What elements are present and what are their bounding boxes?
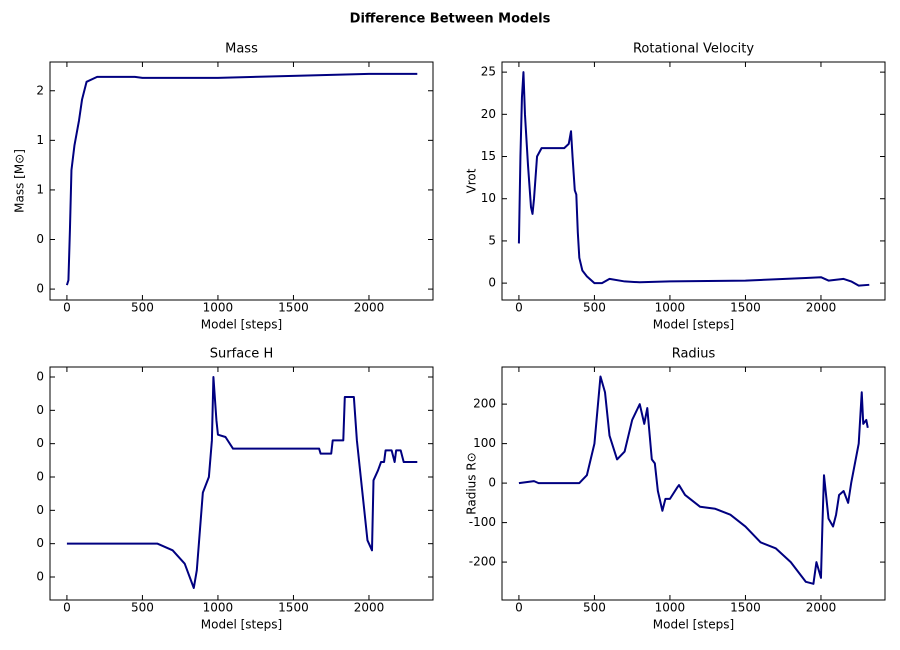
x-tick-label: 500 bbox=[131, 601, 154, 615]
y-tick-label: 0 bbox=[36, 370, 44, 384]
data-line bbox=[517, 71, 870, 287]
y-axis-label: Vrot bbox=[465, 168, 479, 193]
x-axis-label: Model [steps] bbox=[653, 318, 734, 332]
x-tick-label: 500 bbox=[583, 301, 606, 315]
x-axis-label: Model [steps] bbox=[201, 618, 282, 632]
x-tick-label: 1000 bbox=[203, 601, 234, 615]
y-tick-label: -200 bbox=[469, 555, 496, 569]
y-tick-label: 1 bbox=[36, 133, 44, 147]
y-tick-label: 0 bbox=[488, 276, 496, 290]
y-tick-label: 0 bbox=[36, 536, 44, 550]
y-tick-label: 10 bbox=[481, 191, 496, 205]
y-tick-label: 2 bbox=[36, 83, 44, 97]
figure-title: Difference Between Models bbox=[350, 12, 551, 27]
y-tick-label: -100 bbox=[469, 515, 496, 529]
y-axis-label: Mass [M⊙] bbox=[13, 149, 27, 213]
y-tick-label: 0 bbox=[36, 470, 44, 484]
y-tick-label: 0 bbox=[36, 570, 44, 584]
y-tick-label: 0 bbox=[488, 476, 496, 490]
x-tick-label: 500 bbox=[583, 601, 606, 615]
x-tick-label: 1000 bbox=[655, 301, 686, 315]
y-tick-label: 0 bbox=[36, 436, 44, 450]
y-tick-label: 200 bbox=[473, 397, 496, 411]
y-tick-label: 0 bbox=[36, 282, 44, 296]
y-tick-label: 20 bbox=[481, 107, 496, 121]
data-line bbox=[66, 376, 418, 589]
x-tick-label: 0 bbox=[63, 601, 71, 615]
panel-title: Radius bbox=[672, 347, 716, 362]
data-line bbox=[518, 375, 869, 585]
panel-title: Surface H bbox=[210, 347, 273, 362]
x-tick-label: 0 bbox=[63, 301, 71, 315]
x-tick-label: 500 bbox=[131, 301, 154, 315]
x-tick-label: 2000 bbox=[806, 301, 837, 315]
x-tick-label: 1500 bbox=[730, 301, 761, 315]
x-tick-label: 1500 bbox=[730, 601, 761, 615]
x-tick-label: 1000 bbox=[203, 301, 234, 315]
x-tick-label: 2000 bbox=[354, 601, 385, 615]
x-tick-label: 1000 bbox=[655, 601, 686, 615]
x-tick-label: 0 bbox=[515, 301, 523, 315]
y-tick-label: 100 bbox=[473, 436, 496, 450]
y-tick-label: 0 bbox=[36, 232, 44, 246]
plot-frame bbox=[49, 61, 434, 301]
y-tick-label: 0 bbox=[36, 403, 44, 417]
x-tick-label: 2000 bbox=[806, 601, 837, 615]
y-axis-label: Radius R⊙ bbox=[465, 452, 479, 514]
y-tick-label: 5 bbox=[488, 233, 496, 247]
data-line bbox=[65, 72, 418, 286]
panel-title: Mass bbox=[225, 42, 258, 57]
x-tick-label: 2000 bbox=[354, 301, 385, 315]
x-tick-label: 1500 bbox=[278, 601, 309, 615]
x-tick-label: 0 bbox=[515, 601, 523, 615]
plot-frame bbox=[49, 366, 434, 601]
y-tick-label: 25 bbox=[481, 65, 496, 79]
plot-frame bbox=[501, 61, 886, 301]
x-axis-label: Model [steps] bbox=[653, 618, 734, 632]
x-tick-label: 1500 bbox=[278, 301, 309, 315]
y-tick-label: 0 bbox=[36, 503, 44, 517]
y-tick-label: 1 bbox=[36, 182, 44, 196]
x-axis-label: Model [steps] bbox=[201, 318, 282, 332]
panel-title: Rotational Velocity bbox=[633, 42, 754, 57]
y-tick-label: 15 bbox=[481, 149, 496, 163]
